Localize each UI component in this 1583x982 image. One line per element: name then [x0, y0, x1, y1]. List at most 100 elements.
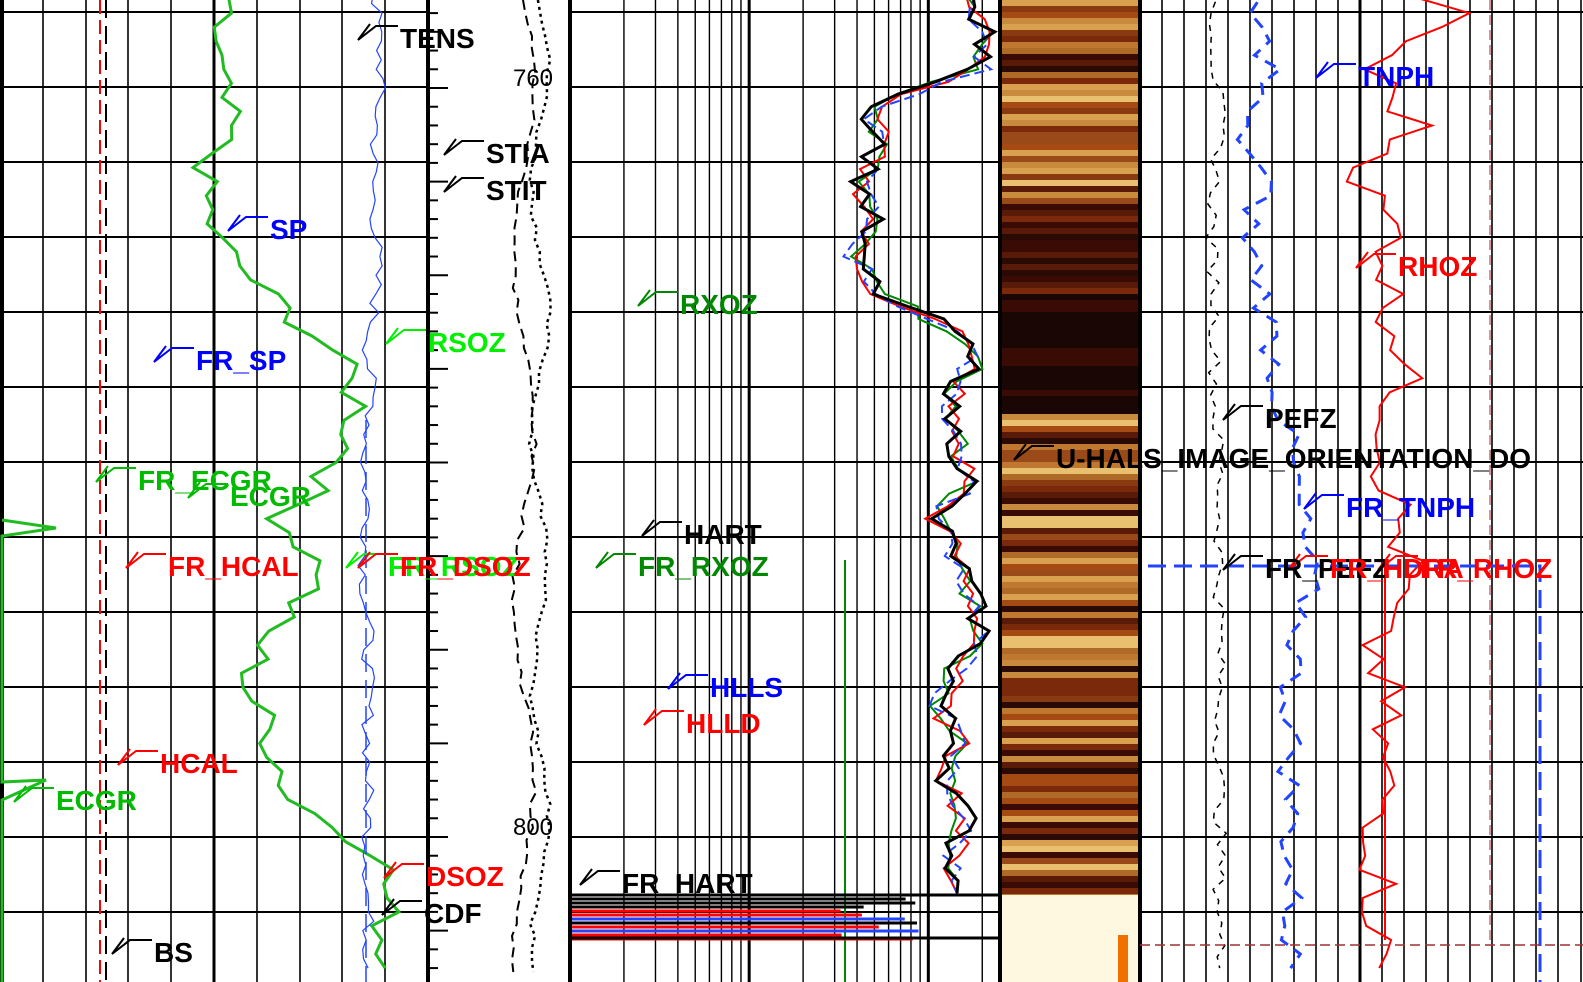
cdf-curve — [510, 0, 538, 973]
image-band — [1002, 528, 1138, 534]
label-rhoz: RHOZ — [1398, 251, 1477, 282]
image-band — [1002, 810, 1138, 816]
label-arrow — [1287, 553, 1328, 571]
image-band — [1002, 852, 1138, 858]
image-band — [1002, 546, 1138, 552]
image-band — [1002, 114, 1138, 120]
label-fr-sp: FR_SP — [196, 345, 286, 376]
label-arrow — [227, 214, 268, 232]
label-arrow — [357, 23, 398, 41]
image-band — [1002, 102, 1138, 108]
label-arrow — [595, 551, 636, 569]
label-dsoz: DSOZ — [426, 861, 504, 892]
label-cdf: CDF — [424, 898, 482, 929]
label-arrow — [1355, 251, 1396, 269]
image-band — [1002, 144, 1138, 150]
image-band — [1002, 744, 1138, 750]
image-band — [1002, 408, 1138, 414]
image-band — [1002, 510, 1138, 516]
label-tens: TENS — [400, 23, 475, 54]
image-band — [1002, 606, 1138, 612]
label-arrow — [443, 138, 484, 156]
label-arrow — [643, 708, 684, 726]
image-band — [1002, 18, 1138, 24]
tnph-curve — [1235, 0, 1321, 969]
pefz-curve — [1204, 0, 1228, 969]
image-band — [1002, 876, 1138, 882]
hlld-curve — [851, 0, 991, 894]
image-band — [1002, 270, 1138, 276]
image-band — [1002, 192, 1138, 198]
image-band — [1002, 246, 1138, 252]
image-band — [1002, 660, 1138, 666]
image-band — [1002, 354, 1138, 360]
image-band — [1002, 72, 1138, 78]
curve-labels: TENS STIA STIT SP FR_SP RSOZ RXOZ FR_ECG… — [56, 23, 1552, 968]
label-arrow — [1222, 403, 1263, 421]
image-band — [1002, 264, 1138, 270]
label-arrow — [153, 345, 194, 363]
image-band — [1002, 54, 1138, 60]
label-fr-tnph: FR_TNPH — [1346, 492, 1475, 523]
image-band — [1002, 198, 1138, 204]
image-band — [1002, 390, 1138, 396]
image-band — [1002, 186, 1138, 192]
image-band — [1002, 702, 1138, 708]
image-band — [1002, 300, 1138, 306]
image-band — [1118, 935, 1128, 982]
image-band — [1002, 150, 1138, 156]
image-band — [1002, 600, 1138, 606]
image-band — [1002, 828, 1138, 834]
image-band — [1002, 642, 1138, 648]
image-band — [1002, 504, 1138, 510]
image-band — [1002, 60, 1138, 66]
image-band — [1002, 672, 1138, 678]
image-band — [1002, 858, 1138, 864]
rhoz-curve — [1345, 0, 1473, 969]
image-band — [1002, 240, 1138, 246]
image-band — [1002, 432, 1138, 438]
image-band — [1002, 420, 1138, 426]
image-band — [1002, 138, 1138, 144]
image-band — [1002, 120, 1138, 126]
image-band — [1002, 895, 1138, 982]
image-band — [1002, 582, 1138, 588]
image-band — [1002, 834, 1138, 840]
image-band — [1002, 594, 1138, 600]
image-band — [1002, 384, 1138, 390]
label-ecgr-lower: ECGR — [56, 785, 137, 816]
image-band — [1002, 792, 1138, 798]
image-band — [1002, 288, 1138, 294]
image-band — [1002, 714, 1138, 720]
image-band — [1002, 378, 1138, 384]
label-tnph: TNPH — [1358, 61, 1434, 92]
label-arrow — [667, 672, 708, 690]
label-arrow — [111, 937, 152, 955]
image-band — [1002, 552, 1138, 558]
image-band — [1002, 846, 1138, 852]
image-band — [1002, 774, 1138, 780]
image-band — [1002, 282, 1138, 288]
image-band — [1002, 486, 1138, 492]
label-arrow — [579, 868, 620, 886]
image-band — [1002, 324, 1138, 330]
image-band — [1002, 276, 1138, 282]
label-arrow — [385, 327, 426, 345]
image-band — [1002, 738, 1138, 744]
image-band — [1002, 330, 1138, 336]
label-arrow — [1222, 553, 1263, 571]
image-band — [1002, 630, 1138, 636]
image-band — [1002, 786, 1138, 792]
image-band — [1002, 318, 1138, 324]
label-arrow — [381, 898, 422, 916]
label-bs: BS — [154, 937, 193, 968]
image-band — [1002, 294, 1138, 300]
image-band — [1002, 216, 1138, 222]
image-band — [1002, 360, 1138, 366]
image-band — [1002, 882, 1138, 888]
image-band — [1002, 42, 1138, 48]
tens-curve — [527, 0, 552, 973]
image-band — [1002, 12, 1138, 18]
fr-ecgr-curve — [0, 518, 57, 982]
image-band — [1002, 588, 1138, 594]
